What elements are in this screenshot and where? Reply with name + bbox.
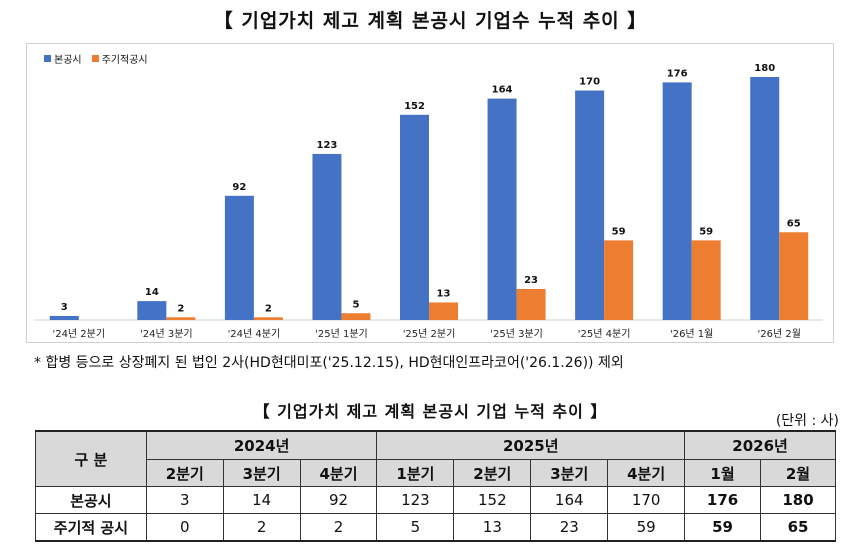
period-header: 2분기 (145, 459, 224, 487)
table-cell: 123 (376, 486, 455, 514)
data-label: 180 (754, 63, 775, 74)
data-label: 59 (699, 226, 713, 237)
bar-main (224, 195, 254, 320)
data-label: 2 (265, 303, 272, 314)
table-cell: 14 (222, 486, 301, 514)
footnote: * 합병 등으로 상장폐지 된 법인 2사(HD현대미포('25.12.15),… (34, 355, 624, 371)
bar-periodic (691, 240, 721, 320)
data-label: 170 (579, 77, 600, 88)
period-header: 3분기 (222, 459, 301, 487)
table-cell: 164 (530, 486, 609, 514)
data-label: 14 (145, 287, 159, 298)
data-label: 2 (177, 303, 184, 314)
table-cell: 59 (684, 513, 761, 542)
data-label: 65 (787, 218, 801, 229)
chart-title: 【 기업가치 제고 계획 본공시 기업수 누적 추이 】 (213, 10, 648, 32)
x-tick-label: '25년 3분기 (490, 328, 543, 340)
corner-label: 구 분 (35, 430, 147, 487)
data-label: 92 (232, 182, 246, 193)
x-tick-label: '25년 1분기 (315, 328, 368, 340)
period-header: 1월 (684, 459, 761, 487)
x-tick-label: '24년 2분기 (52, 328, 105, 340)
data-label: 164 (492, 85, 513, 96)
table-cell: 13 (453, 513, 532, 542)
period-header: 4분기 (607, 459, 686, 487)
table-row: 주기적 공시 0 2 2 5 13 23 59 59 65 (35, 513, 836, 542)
legend-swatch-main (44, 55, 51, 62)
period-header: 4분기 (299, 459, 378, 487)
year-header-2025: 2025년 (376, 430, 686, 460)
period-header: 2월 (760, 459, 836, 487)
table-cell: 59 (607, 513, 686, 542)
table-cell: 180 (760, 486, 836, 514)
year-header-2026: 2026년 (684, 430, 836, 460)
period-header: 2분기 (453, 459, 532, 487)
x-tick-label: '25년 4분기 (578, 328, 631, 340)
legend-label-periodic: 주기적공시 (101, 55, 148, 66)
data-label: 23 (524, 275, 538, 286)
table-row: 본공시 3 14 92 123 152 164 170 176 180 (35, 486, 836, 514)
table-cell: 92 (299, 486, 378, 514)
bar-main (49, 315, 79, 320)
table-cell: 2 (299, 513, 378, 542)
data-label: 5 (352, 299, 359, 310)
bar-periodic (253, 317, 283, 320)
bar-main (312, 153, 342, 320)
bar-periodic (604, 240, 634, 320)
data-label: 123 (317, 140, 338, 151)
table-cell: 2 (222, 513, 301, 542)
bar-main (750, 77, 780, 320)
data-label: 152 (404, 101, 425, 112)
data-label: 3 (61, 302, 68, 313)
legend-swatch-periodic (91, 55, 99, 62)
bar-main (400, 114, 429, 320)
bar-periodic (166, 317, 196, 320)
year-header-2024: 2024년 (145, 430, 378, 460)
bar-periodic (516, 288, 546, 320)
data-label: 13 (437, 288, 451, 299)
bar-periodic (341, 313, 371, 320)
x-tick-label: '26년 1월 (670, 328, 713, 340)
data-label: 59 (612, 226, 626, 237)
table-title: 【 기업가치 제고 계획 본공시 기업 누적 추이 】 (253, 402, 608, 421)
bar-periodic (429, 302, 458, 320)
chart-legend: 본공시 주기적공시 (44, 51, 148, 66)
chart-frame (26, 43, 834, 343)
table-cell: 3 (145, 486, 224, 514)
bar-main (575, 90, 605, 320)
bar-main (662, 82, 692, 321)
bar-main (137, 301, 167, 320)
legend-item-main: 본공시 (44, 51, 82, 66)
data-label: 176 (667, 68, 688, 79)
x-tick-label: '24년 3분기 (140, 328, 193, 340)
table-cell: 5 (376, 513, 455, 542)
table-cell: 176 (684, 486, 761, 514)
bar-main (487, 98, 517, 320)
legend-label-main: 본공시 (54, 55, 82, 66)
x-tick-label: '26년 2월 (758, 328, 801, 340)
legend-item-periodic: 주기적공시 (91, 51, 148, 66)
row-label: 본공시 (35, 486, 147, 514)
row-label: 주기적 공시 (35, 513, 147, 542)
data-table: 구 분 2024년 2025년 2026년 2분기 3분기 4분기 1분기 2분… (35, 430, 836, 542)
table-cell: 23 (530, 513, 609, 542)
table-cell: 170 (607, 486, 686, 514)
period-header: 3분기 (530, 459, 609, 487)
table-cell: 152 (453, 486, 532, 514)
table-cell: 65 (760, 513, 836, 542)
period-header: 1분기 (376, 459, 455, 487)
x-tick-label: '24년 4분기 (228, 328, 281, 340)
x-tick-label: '25년 2분기 (403, 328, 456, 340)
bar-periodic (779, 232, 809, 320)
table-cell: 0 (145, 513, 224, 542)
unit-note: (단위 : 사) (775, 413, 839, 429)
